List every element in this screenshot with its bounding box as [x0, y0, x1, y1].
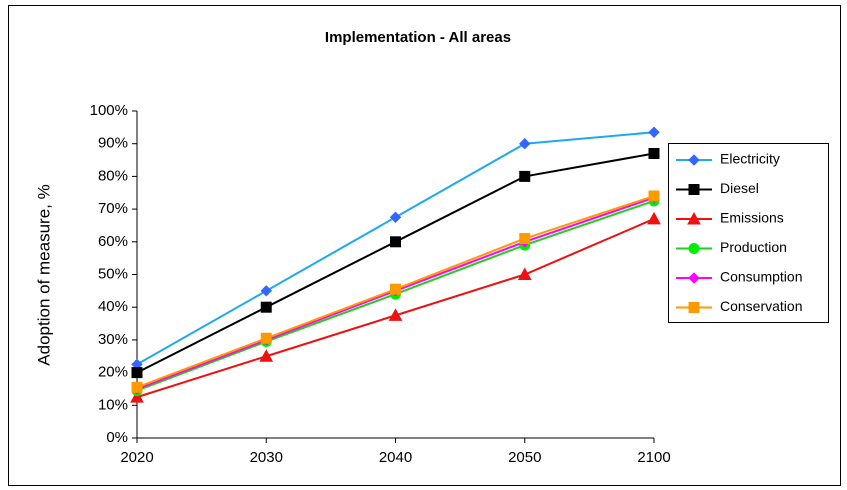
marker: [688, 243, 700, 254]
legend-label: Diesel: [720, 180, 759, 196]
marker: [688, 154, 700, 166]
marker: [648, 126, 660, 138]
marker: [688, 302, 700, 313]
y-axis-label: Adoption of measure, %: [34, 184, 53, 365]
y-tick-label: 90%: [98, 135, 128, 152]
x-tick-label: 2030: [250, 449, 283, 466]
chart-title: Implementation - All areas: [325, 29, 511, 46]
y-tick-label: 80%: [98, 167, 128, 184]
y-tick-label: 20%: [98, 364, 128, 381]
y-tick-label: 60%: [98, 233, 128, 250]
x-tick-label: 2100: [637, 449, 670, 466]
marker: [131, 367, 143, 379]
marker: [519, 137, 531, 150]
legend-label: Emissions: [720, 210, 784, 226]
legend-label: Consumption: [720, 269, 803, 285]
legend-label: Electricity: [720, 151, 780, 167]
y-tick-label: 30%: [98, 331, 128, 348]
marker: [688, 184, 700, 195]
y-tick-label: 10%: [98, 396, 128, 413]
marker: [687, 211, 701, 225]
y-tick-label: 70%: [98, 200, 128, 217]
marker: [390, 283, 401, 295]
marker: [519, 170, 531, 182]
marker: [688, 272, 700, 284]
y-tick-label: 100%: [90, 102, 128, 119]
marker: [647, 211, 661, 225]
marker: [390, 236, 401, 248]
legend-label: Conservation: [720, 298, 803, 314]
legend-label: Production: [720, 239, 787, 255]
y-tick-label: 0%: [106, 429, 128, 446]
marker: [259, 349, 274, 362]
marker: [517, 267, 532, 280]
x-tick-label: 2040: [379, 449, 412, 466]
marker: [519, 233, 531, 245]
legend-box: [668, 143, 829, 323]
marker: [389, 211, 402, 223]
x-tick-label: 2050: [508, 449, 541, 466]
marker: [648, 190, 660, 202]
y-tick-label: 50%: [98, 265, 128, 282]
marker: [388, 308, 403, 321]
marker: [260, 285, 272, 297]
y-tick-label: 40%: [98, 298, 128, 315]
marker: [130, 390, 144, 403]
marker: [131, 381, 143, 393]
x-tick-label: 2020: [120, 449, 153, 466]
marker: [260, 332, 272, 344]
marker: [648, 148, 660, 160]
marker: [260, 301, 272, 313]
